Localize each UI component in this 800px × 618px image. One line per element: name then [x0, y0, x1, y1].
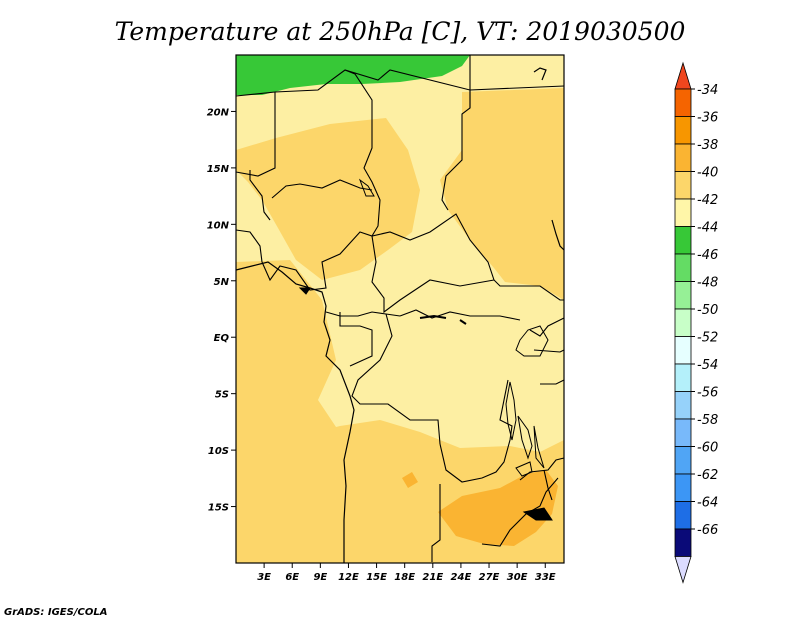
- colorbar-label: -66: [697, 523, 718, 538]
- colorbar-swatch: [674, 171, 692, 200]
- colorbar-swatch: [674, 281, 692, 310]
- colorbar-label: -62: [697, 468, 718, 483]
- lon-tick-label: 6E: [285, 572, 299, 583]
- colorbar-top-triangle: [674, 61, 692, 90]
- colorbar-swatch: [674, 473, 692, 502]
- lat-tick-label: 15N: [207, 164, 230, 175]
- colorbar-label: -46: [697, 248, 718, 263]
- colorbar-label: -38: [697, 138, 718, 153]
- fill-band-42-40-southwest: [236, 260, 338, 450]
- lon-tick-label: 12E: [338, 572, 359, 583]
- lon-tick-label: 27E: [479, 572, 500, 583]
- colorbar-label: -60: [697, 441, 718, 456]
- colorbar-swatch: [674, 528, 692, 557]
- colorbar-legend: -34 -36 -38 -40 -42 -44 -46 -48 -50 -52 -54 -56 -58 -…: [674, 61, 718, 584]
- colorbar-label: -40: [697, 166, 718, 181]
- colorbar-label: -50: [697, 303, 718, 318]
- lat-tick-label: EQ: [214, 333, 230, 344]
- longitude-axis: 3E 6E 9E 12E 15E 18E 21E 24E 27E 30E 33E: [257, 563, 556, 583]
- colorbar-swatch: [674, 88, 692, 117]
- latitude-axis: 20N 15N 10N 5N EQ 5S 10S 15S: [207, 107, 236, 514]
- fill-band-42-40-central: [236, 118, 420, 280]
- colorbar-label: -44: [697, 221, 718, 236]
- colorbar-swatch: [674, 446, 692, 475]
- lon-tick-label: 3E: [257, 572, 271, 583]
- coastline: [235, 67, 565, 563]
- colorbar-label: -42: [697, 193, 718, 208]
- fill-band-40-38-spot: [402, 472, 418, 488]
- colorbar-swatch: [674, 253, 692, 282]
- colorbar-label: -48: [697, 276, 718, 291]
- colorbar-swatch: [674, 143, 692, 172]
- colorbar-label: -64: [697, 496, 718, 511]
- colorbar-label: -54: [697, 358, 718, 373]
- lon-tick-label: 15E: [366, 572, 387, 583]
- lon-tick-label: 33E: [535, 572, 556, 583]
- colorbar-swatch: [674, 336, 692, 365]
- fill-band-46-44-north: [236, 55, 470, 95]
- map-panel: [235, 54, 565, 564]
- colorbar-swatch: [674, 418, 692, 447]
- lon-tick-label: 21E: [422, 572, 443, 583]
- colorbar-swatch: [674, 501, 692, 530]
- lat-tick-label: 5N: [214, 277, 230, 288]
- lakes: [298, 178, 553, 521]
- map-title: Temperature at 250hPa [C], VT: 201903050…: [115, 17, 686, 46]
- colorbar-swatch: [674, 116, 692, 145]
- grads-credit: GrADS: IGES/COLA: [4, 607, 107, 618]
- lat-tick-label: 20N: [207, 107, 230, 118]
- colorbar-bottom-triangle: [674, 556, 692, 584]
- colorbar-swatch: [674, 363, 692, 392]
- colorbar-label: -34: [697, 83, 718, 98]
- lat-tick-label: 15S: [208, 503, 229, 514]
- colorbar-swatch: [674, 391, 692, 420]
- lon-tick-label: 9E: [313, 572, 327, 583]
- fill-band-40-38-south: [438, 470, 558, 546]
- lat-tick-label: 10S: [208, 446, 229, 457]
- colorbar-swatch: [674, 198, 692, 227]
- lon-tick-label: 24E: [451, 572, 472, 583]
- country-boundaries: [235, 55, 565, 562]
- lat-tick-label: 10N: [207, 220, 230, 231]
- colorbar-label: -58: [697, 413, 718, 428]
- colorbar-swatch: [674, 308, 692, 337]
- colorbar-label: -52: [697, 331, 718, 346]
- map-frame: [235, 54, 565, 564]
- lon-tick-label: 30E: [507, 572, 528, 583]
- lon-tick-label: 18E: [394, 572, 415, 583]
- colorbar-swatch: [674, 226, 692, 255]
- lat-tick-label: 5S: [215, 390, 229, 401]
- colorbar-label: -36: [697, 111, 718, 126]
- fill-band-42-40-east: [440, 88, 564, 300]
- colorbar-label: -56: [697, 386, 718, 401]
